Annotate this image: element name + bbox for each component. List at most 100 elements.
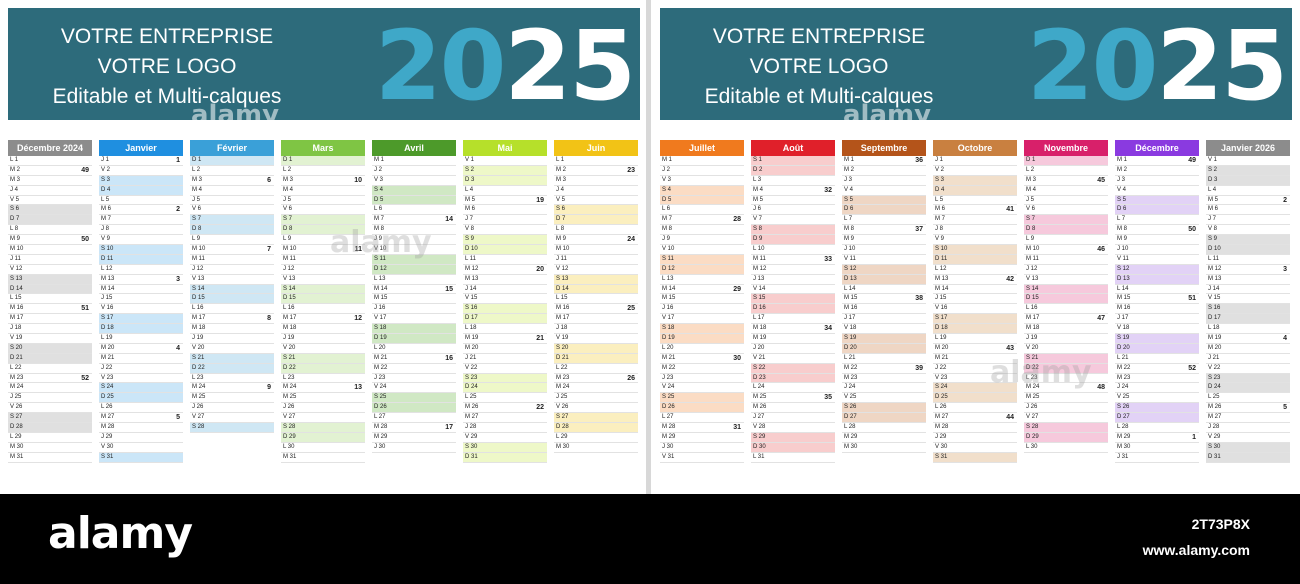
day-number: M 10: [10, 246, 24, 253]
day-number: M 8: [662, 226, 673, 233]
day-number: V 12: [556, 265, 569, 272]
day-row: M 24: [554, 383, 638, 394]
day-row: L 4: [463, 186, 547, 196]
day-row: L 19: [99, 334, 183, 344]
week-number: 29: [733, 285, 741, 293]
day-row: L 7: [842, 215, 926, 226]
day-number: J 28: [465, 424, 477, 431]
day-number: J 1: [935, 157, 944, 163]
day-row: J 4: [554, 186, 638, 196]
day-row: S 19: [1115, 334, 1199, 344]
header-banner: VOTRE ENTREPRISE VOTRE LOGO Editable et …: [8, 8, 640, 120]
day-number: D 13: [844, 275, 857, 282]
day-row: M 19: [751, 334, 835, 344]
day-row: M 21: [933, 354, 1017, 364]
day-number: V 30: [101, 443, 114, 450]
day-number: J 19: [283, 335, 295, 342]
day-number: V 9: [101, 236, 111, 243]
day-number: V 9: [935, 236, 945, 243]
day-number: V 3: [662, 176, 672, 183]
day-row: J 16: [372, 304, 456, 315]
week-number: 42: [1006, 275, 1014, 283]
week-number: 31: [733, 424, 741, 432]
day-number: D 30: [753, 443, 766, 450]
banner-text: VOTRE ENTREPRISE VOTRE LOGO Editable et …: [22, 22, 312, 112]
day-row: J 28: [463, 423, 547, 433]
day-number: M 27: [935, 414, 949, 421]
day-row: J 23: [372, 374, 456, 384]
day-number: S 10: [935, 246, 948, 253]
day-number: L 16: [1026, 305, 1038, 312]
day-row: M 3 6: [190, 176, 274, 186]
week-number: 32: [824, 186, 832, 194]
week-number: 44: [1006, 414, 1014, 422]
week-number: 5: [176, 414, 180, 422]
day-number: M 11: [753, 255, 766, 262]
day-number: L 11: [1208, 255, 1220, 262]
day-number: M 12: [753, 265, 767, 272]
day-number: S 20: [10, 344, 23, 351]
day-row: L 9: [190, 235, 274, 246]
day-number: V 22: [465, 364, 478, 371]
day-number: V 3: [374, 176, 384, 183]
month-column: Février D 1 L 2 M 3 6 M 4 J 5 V 6 S 7 D 8 L 9 M 10 7…: [190, 140, 274, 433]
day-row: M 31: [281, 453, 365, 463]
day-number: D 8: [1026, 226, 1036, 233]
day-row: M 30: [554, 443, 638, 453]
week-number: 43: [1006, 344, 1014, 352]
day-number: M 29: [844, 433, 858, 440]
day-row: J 13: [751, 275, 835, 285]
day-row: M 28: [99, 423, 183, 433]
day-row: M 22 39: [842, 364, 926, 374]
day-row: S 20: [554, 343, 638, 354]
day-number: D 20: [1117, 344, 1130, 351]
day-number: L 25: [465, 394, 477, 401]
day-number: L 28: [1117, 424, 1129, 431]
day-row: J 18: [554, 324, 638, 335]
day-number: L 9: [192, 236, 201, 243]
day-row: D 19: [372, 334, 456, 344]
day-row: D 30: [751, 442, 835, 453]
day-number: V 13: [192, 275, 205, 282]
week-number: 15: [445, 285, 453, 293]
day-row: M 14 29: [660, 285, 744, 295]
day-row: D 28: [554, 423, 638, 433]
day-number: V 20: [283, 344, 296, 351]
week-number: 4: [176, 344, 180, 352]
month-column: Septembre M 1 36 M 2 J 3 V 4 S 5 D 6 L 7 M 8 37 M 9…: [842, 140, 926, 453]
day-number: M 31: [283, 453, 297, 460]
day-row: J 9: [372, 235, 456, 246]
day-number: L 5: [101, 196, 110, 203]
day-number: L 30: [283, 443, 295, 450]
day-number: D 5: [662, 196, 672, 203]
day-number: M 17: [283, 315, 297, 322]
day-number: M 14: [935, 285, 949, 292]
day-number: D 1: [1026, 157, 1036, 163]
day-number: J 24: [844, 384, 856, 391]
day-row: L 21: [1115, 354, 1199, 364]
day-number: J 24: [1117, 384, 1129, 391]
panel-divider: [646, 0, 651, 494]
day-number: V 30: [935, 443, 948, 450]
alamy-logo: alamy: [48, 508, 193, 559]
day-number: M 24: [192, 384, 206, 391]
day-number: D 26: [662, 404, 675, 411]
day-number: M 14: [101, 285, 115, 292]
alamy-watermark: alamy: [990, 355, 1092, 390]
day-number: M 4: [1026, 186, 1037, 193]
day-row: M 28 17: [372, 423, 456, 433]
day-row: D 22: [190, 363, 274, 374]
day-row: M 18 34: [751, 324, 835, 335]
day-row: L 8: [554, 225, 638, 236]
day-row: V 20: [1024, 344, 1108, 354]
week-number: 35: [824, 394, 832, 402]
day-number: M 1: [662, 157, 673, 163]
day-number: J 29: [101, 433, 113, 440]
day-row: M 24: [8, 383, 92, 394]
day-number: M 2: [844, 166, 855, 173]
day-number: L 29: [556, 433, 568, 440]
day-row: M 21 30: [660, 354, 744, 364]
day-row: J 16: [660, 304, 744, 315]
day-number: M 14: [662, 285, 676, 292]
day-number: D 31: [465, 453, 478, 460]
